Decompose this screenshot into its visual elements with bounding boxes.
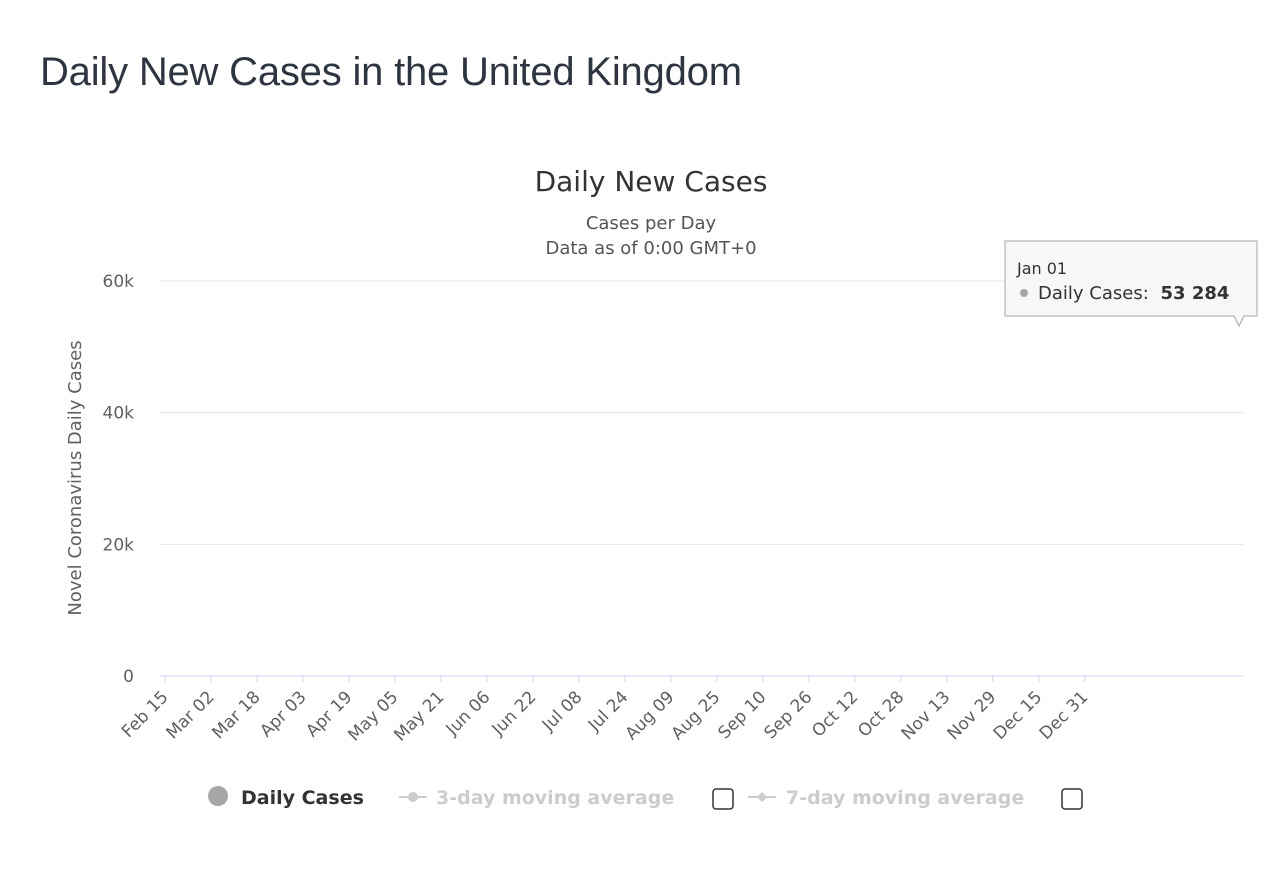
legend: Daily Cases 3-day moving average 7-day m…: [208, 786, 1083, 810]
diamond-marker-icon: [757, 792, 767, 802]
x-tick-label: Aug 09: [622, 687, 679, 744]
chart-subtitle-line-2: Data as of 0:00 GMT+0: [545, 238, 756, 259]
tooltip-value: 53 284: [1161, 283, 1230, 304]
legend-label-3-day-average: 3-day moving average: [436, 787, 674, 809]
y-tick-label: 40k: [103, 404, 135, 424]
x-tick-label: Mar 02: [163, 687, 219, 743]
checkbox-3-day-average[interactable]: [712, 788, 734, 810]
tooltip-series-label: Daily Cases:: [1038, 283, 1149, 304]
x-tick-label: Nov 29: [944, 687, 1001, 744]
x-tick-label: Mar 18: [209, 687, 265, 743]
x-tick-label: Jun 06: [442, 687, 495, 740]
legend-label-daily-cases: Daily Cases: [241, 787, 364, 809]
x-tick-label: Sep 26: [760, 687, 816, 743]
x-tick-label: Jun 22: [488, 687, 541, 740]
legend-item-3-day-average[interactable]: 3-day moving average: [399, 787, 734, 810]
daily-cases-marker-icon: [208, 786, 228, 806]
page-title: Daily New Cases in the United Kingdom: [40, 50, 742, 94]
x-tick-label: Aug 25: [668, 687, 725, 744]
tooltip-marker-icon: [1020, 289, 1028, 297]
x-tick-label: Feb 15: [118, 687, 173, 742]
tooltip-box: [1004, 240, 1258, 328]
x-tick-label: May 05: [344, 687, 402, 745]
x-tick-label: May 21: [390, 687, 448, 745]
y-tick-label: 20k: [103, 535, 135, 555]
legend-label-7-day-average: 7-day moving average: [786, 787, 1024, 809]
circle-marker-icon: [408, 792, 418, 802]
tooltip: Jan 01 Daily Cases: 53 284: [1004, 240, 1258, 328]
tooltip-line: Daily Cases: 53 284: [1038, 283, 1229, 304]
x-tick-label: Oct 12: [808, 687, 862, 741]
x-tick-label: Nov 13: [898, 687, 955, 744]
y-axis-label: Novel Coronavirus Daily Cases: [65, 340, 86, 615]
y-tick-label: 0: [123, 667, 134, 687]
x-tick-label: Apr 03: [256, 687, 310, 741]
chart-title: Daily New Cases: [535, 165, 768, 198]
gridlines: [160, 280, 1244, 545]
x-tick-label: Dec 15: [990, 687, 1047, 744]
y-axis-ticks: 0 20k 40k 60k: [103, 272, 135, 687]
legend-item-daily-cases[interactable]: Daily Cases: [208, 786, 364, 809]
legend-item-7-day-average[interactable]: 7-day moving average: [748, 787, 1083, 810]
x-tick-label: Jul 08: [538, 687, 586, 735]
chart-subtitle-line-1: Cases per Day: [586, 213, 717, 234]
x-tick-label: Dec 31: [1036, 687, 1093, 744]
y-tick-label: 60k: [103, 272, 135, 292]
checkbox-7-day-average[interactable]: [1061, 788, 1083, 810]
x-tick-label: Sep 10: [714, 687, 770, 743]
tooltip-date: Jan 01: [1016, 259, 1067, 278]
